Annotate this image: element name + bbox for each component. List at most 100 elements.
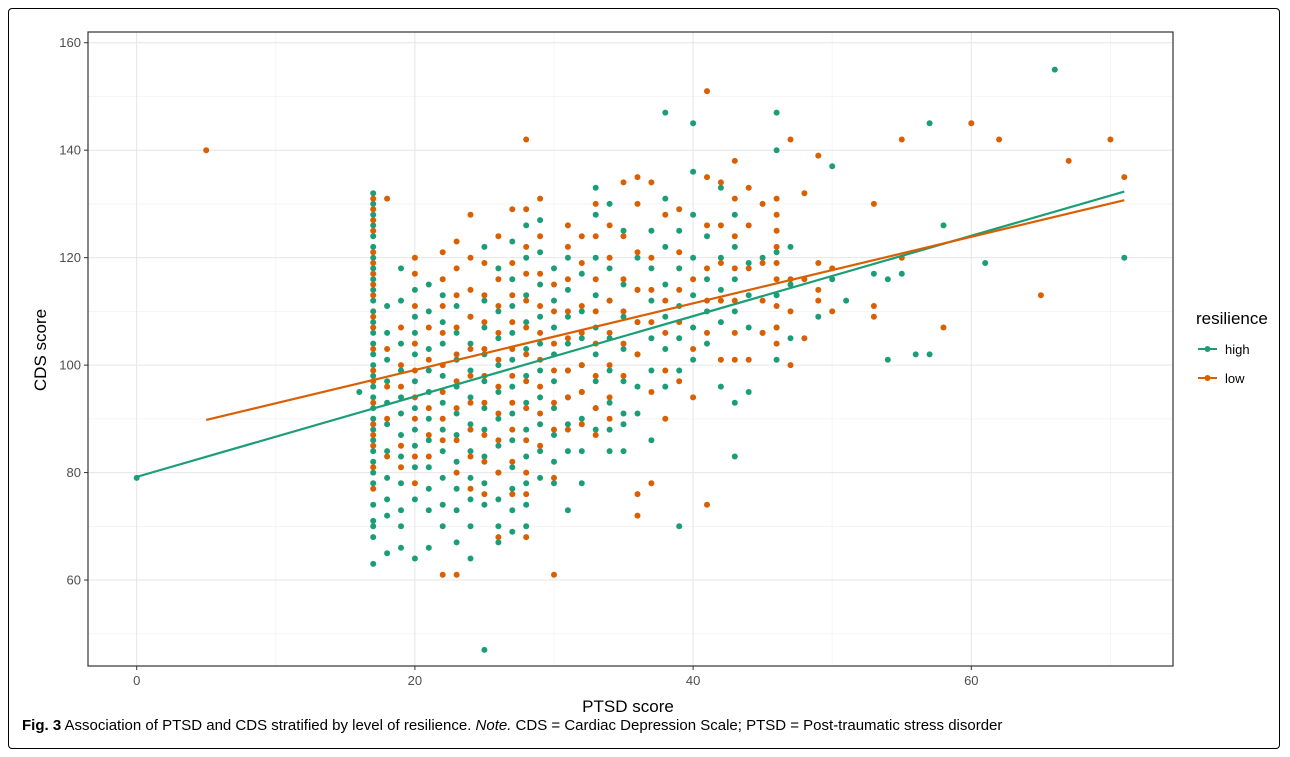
y-tick-label: 160 bbox=[59, 35, 81, 50]
y-tick-label: 100 bbox=[59, 358, 81, 373]
point-high bbox=[495, 539, 502, 546]
point-low bbox=[731, 329, 738, 336]
point-high bbox=[537, 421, 544, 428]
point-high bbox=[634, 254, 641, 261]
point-low bbox=[564, 367, 571, 374]
point-high bbox=[481, 426, 488, 433]
point-low bbox=[564, 276, 571, 283]
point-high bbox=[411, 442, 418, 449]
point-low bbox=[495, 437, 502, 444]
point-high bbox=[495, 362, 502, 369]
point-low bbox=[523, 136, 530, 143]
point-high bbox=[411, 464, 418, 471]
point-low bbox=[439, 276, 446, 283]
point-low bbox=[620, 372, 627, 379]
point-low bbox=[564, 308, 571, 315]
point-high bbox=[731, 276, 738, 283]
x-tick-label: 20 bbox=[408, 673, 422, 688]
point-low bbox=[773, 243, 780, 250]
point-low bbox=[801, 190, 808, 197]
point-low bbox=[481, 432, 488, 438]
point-low bbox=[634, 491, 641, 498]
point-low bbox=[648, 480, 655, 487]
point-high bbox=[370, 340, 377, 347]
point-low bbox=[870, 303, 877, 309]
point-low bbox=[384, 195, 391, 202]
point-high bbox=[384, 474, 391, 481]
point-high bbox=[523, 399, 530, 406]
point-high bbox=[411, 378, 418, 385]
figure-caption: Fig. 3 Association of PTSD and CDS strat… bbox=[22, 717, 1272, 734]
point-high bbox=[829, 276, 836, 283]
point-high bbox=[537, 367, 544, 374]
legend-key-low-point bbox=[1204, 375, 1211, 381]
point-low bbox=[551, 340, 557, 347]
point-low bbox=[662, 329, 669, 336]
point-low bbox=[759, 260, 766, 266]
point-low bbox=[1065, 157, 1072, 164]
point-low bbox=[439, 389, 446, 395]
point-high bbox=[578, 335, 585, 342]
point-low bbox=[634, 286, 641, 293]
point-low bbox=[467, 254, 474, 261]
point-low bbox=[815, 286, 822, 293]
point-low bbox=[537, 329, 544, 336]
point-high bbox=[411, 286, 418, 293]
point-low bbox=[467, 485, 474, 492]
point-high bbox=[551, 324, 557, 331]
point-low bbox=[481, 319, 488, 326]
point-low bbox=[940, 324, 947, 331]
point-high bbox=[564, 507, 571, 514]
point-high bbox=[690, 254, 697, 261]
point-high bbox=[398, 297, 404, 304]
point-high bbox=[731, 243, 738, 250]
legend-label-low: low bbox=[1225, 371, 1245, 386]
point-high bbox=[453, 432, 460, 438]
point-low bbox=[815, 152, 822, 159]
point-high bbox=[704, 233, 710, 240]
point-high bbox=[578, 415, 585, 422]
point-low bbox=[592, 372, 599, 379]
point-high bbox=[606, 367, 613, 374]
point-high bbox=[982, 260, 989, 266]
point-high bbox=[690, 292, 697, 299]
point-low bbox=[662, 415, 669, 422]
point-high bbox=[495, 523, 502, 530]
point-low bbox=[523, 297, 530, 304]
point-low bbox=[773, 260, 780, 266]
point-high bbox=[926, 351, 933, 358]
point-low bbox=[717, 297, 724, 304]
point-high bbox=[523, 222, 530, 229]
point-high bbox=[439, 426, 446, 433]
point-high bbox=[787, 281, 794, 288]
point-high bbox=[537, 474, 544, 481]
point-high bbox=[606, 200, 613, 207]
point-low bbox=[467, 399, 474, 406]
fit-lines bbox=[136, 190, 1125, 478]
point-high bbox=[467, 421, 474, 428]
point-low bbox=[523, 405, 530, 412]
point-low bbox=[467, 313, 474, 320]
point-high bbox=[648, 265, 655, 272]
legend-key-high-point bbox=[1204, 346, 1211, 352]
x-tick-label: 40 bbox=[686, 673, 700, 688]
point-high bbox=[509, 528, 516, 535]
point-low bbox=[745, 222, 752, 229]
point-low bbox=[370, 346, 377, 352]
point-high bbox=[467, 394, 474, 401]
point-high bbox=[773, 356, 780, 363]
point-high bbox=[481, 243, 488, 250]
point-low bbox=[606, 394, 613, 401]
point-low bbox=[606, 362, 613, 369]
point-high bbox=[439, 501, 446, 508]
point-low bbox=[370, 260, 377, 266]
point-low bbox=[453, 437, 460, 444]
point-low bbox=[968, 120, 975, 127]
point-high bbox=[384, 512, 391, 519]
point-low bbox=[551, 367, 557, 374]
point-high bbox=[411, 405, 418, 412]
point-low bbox=[578, 389, 585, 395]
point-low bbox=[523, 469, 530, 476]
point-low bbox=[481, 458, 488, 465]
point-high bbox=[509, 437, 516, 444]
